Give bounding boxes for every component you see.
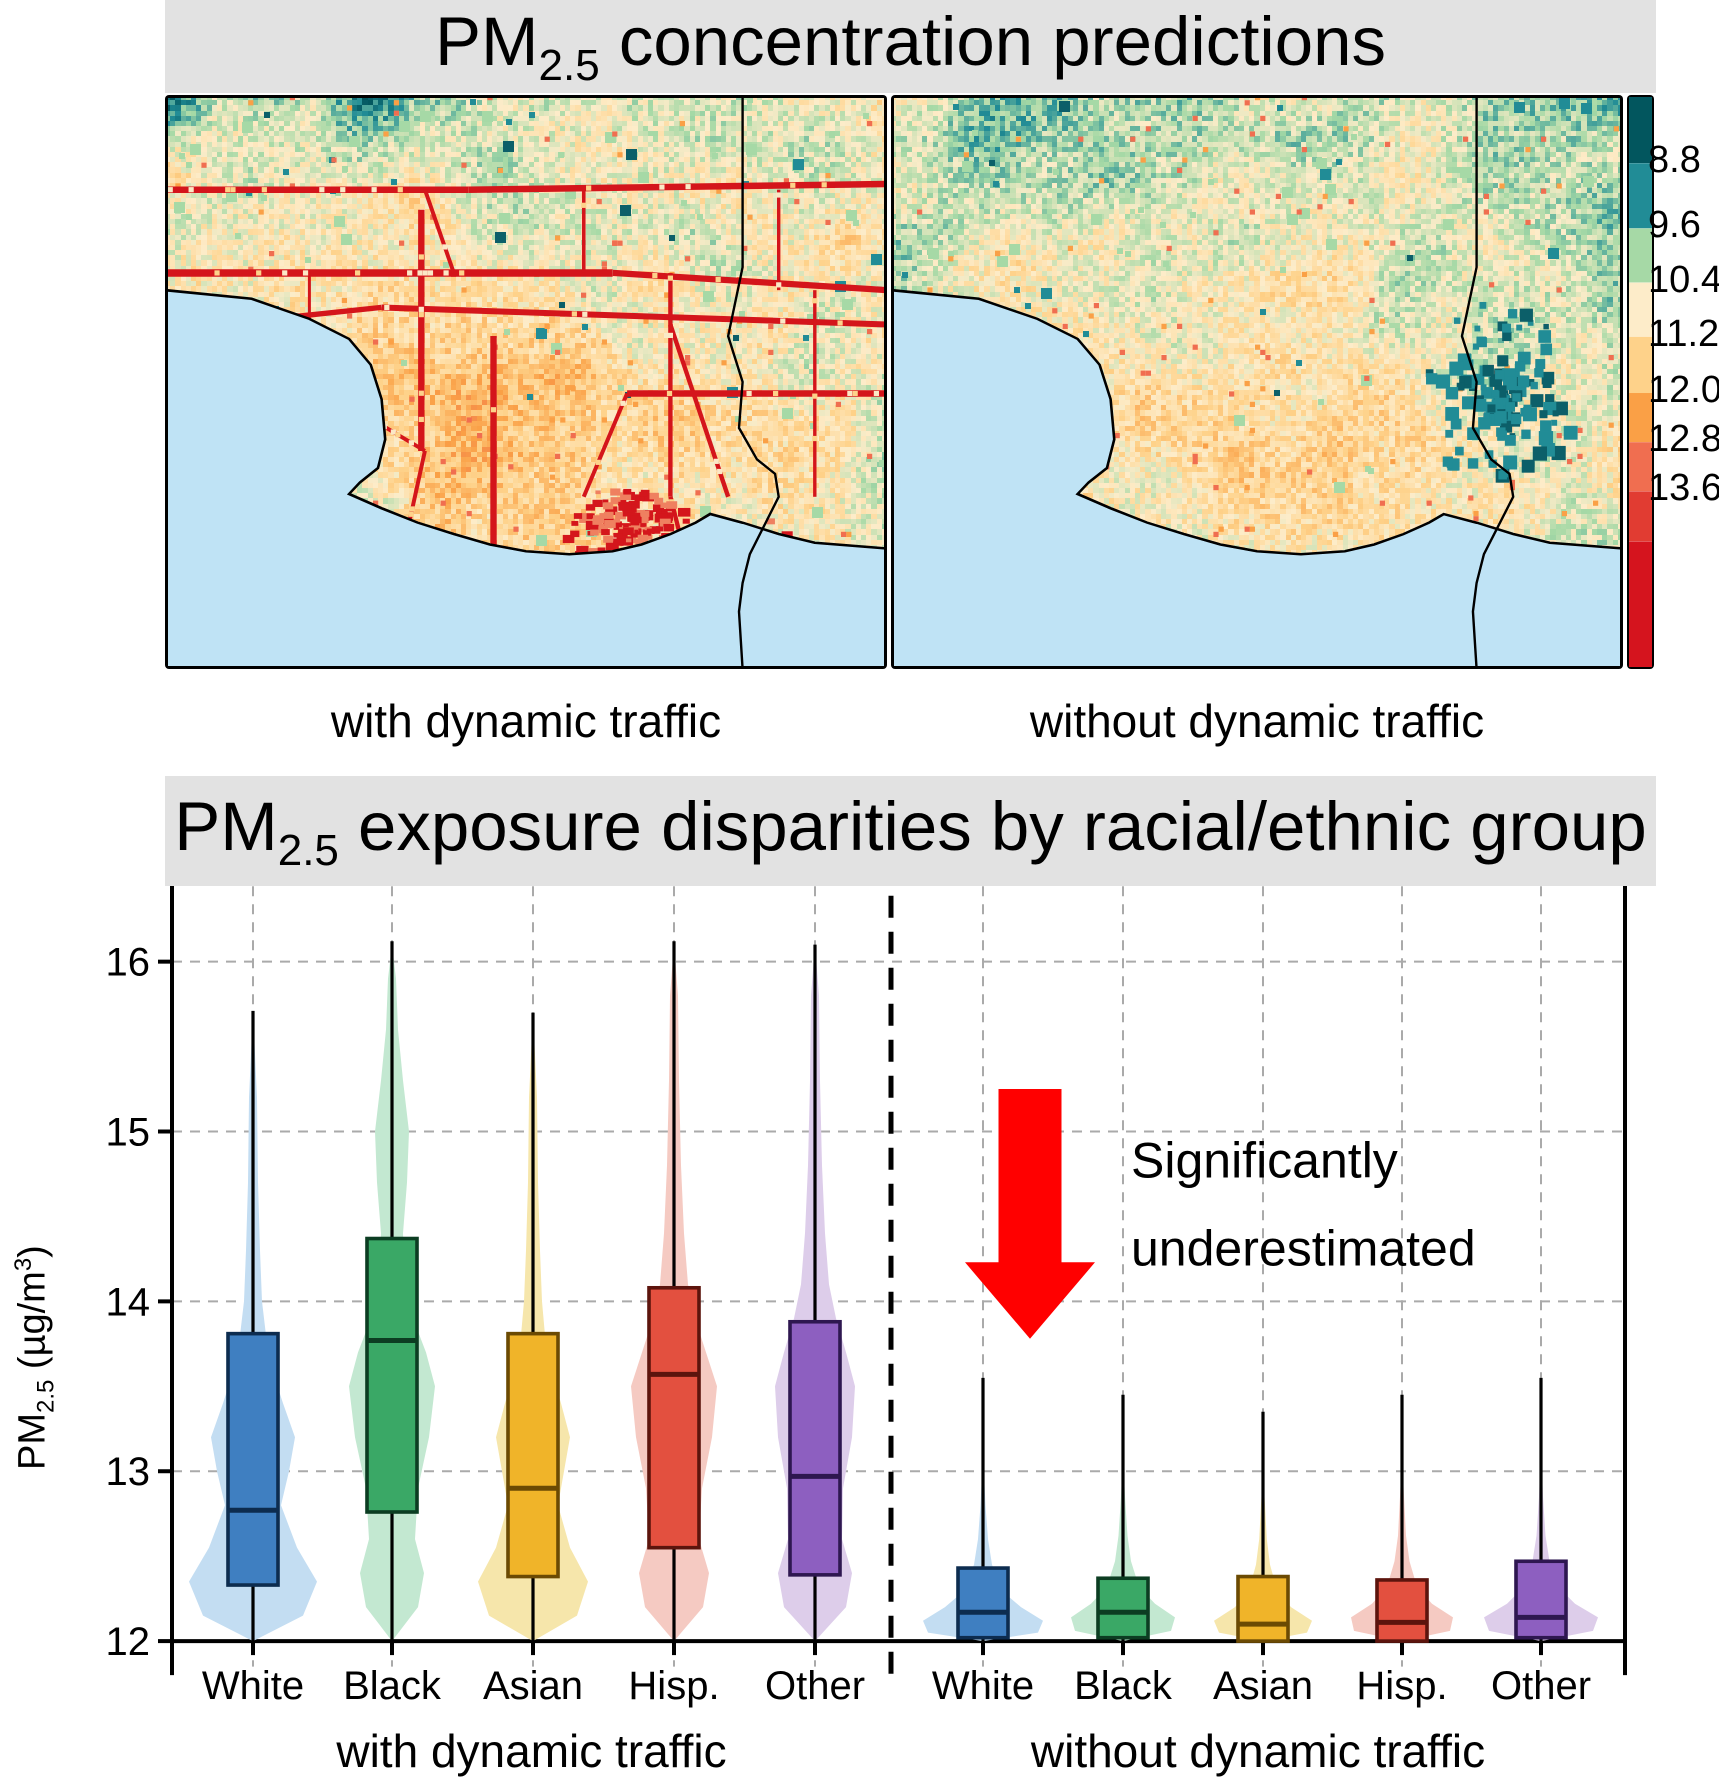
svg-text:Black: Black	[1074, 1664, 1173, 1708]
svg-text:Hisp.: Hisp.	[1356, 1664, 1447, 1708]
svg-text:16: 16	[106, 941, 151, 985]
svg-text:White: White	[202, 1664, 304, 1708]
svg-text:underestimated: underestimated	[1131, 1221, 1476, 1277]
svg-text:Asian: Asian	[483, 1664, 583, 1708]
svg-text:14: 14	[106, 1280, 151, 1324]
svg-text:Other: Other	[765, 1664, 865, 1708]
svg-text:Significantly: Significantly	[1131, 1132, 1398, 1188]
svg-text:White: White	[932, 1664, 1034, 1708]
svg-text:13: 13	[106, 1450, 151, 1494]
svg-text:Asian: Asian	[1213, 1664, 1313, 1708]
svg-text:Other: Other	[1491, 1664, 1591, 1708]
svg-text:12: 12	[106, 1620, 151, 1664]
svg-text:15: 15	[106, 1111, 151, 1155]
svg-text:Black: Black	[343, 1664, 442, 1708]
svg-text:Hisp.: Hisp.	[628, 1664, 719, 1708]
